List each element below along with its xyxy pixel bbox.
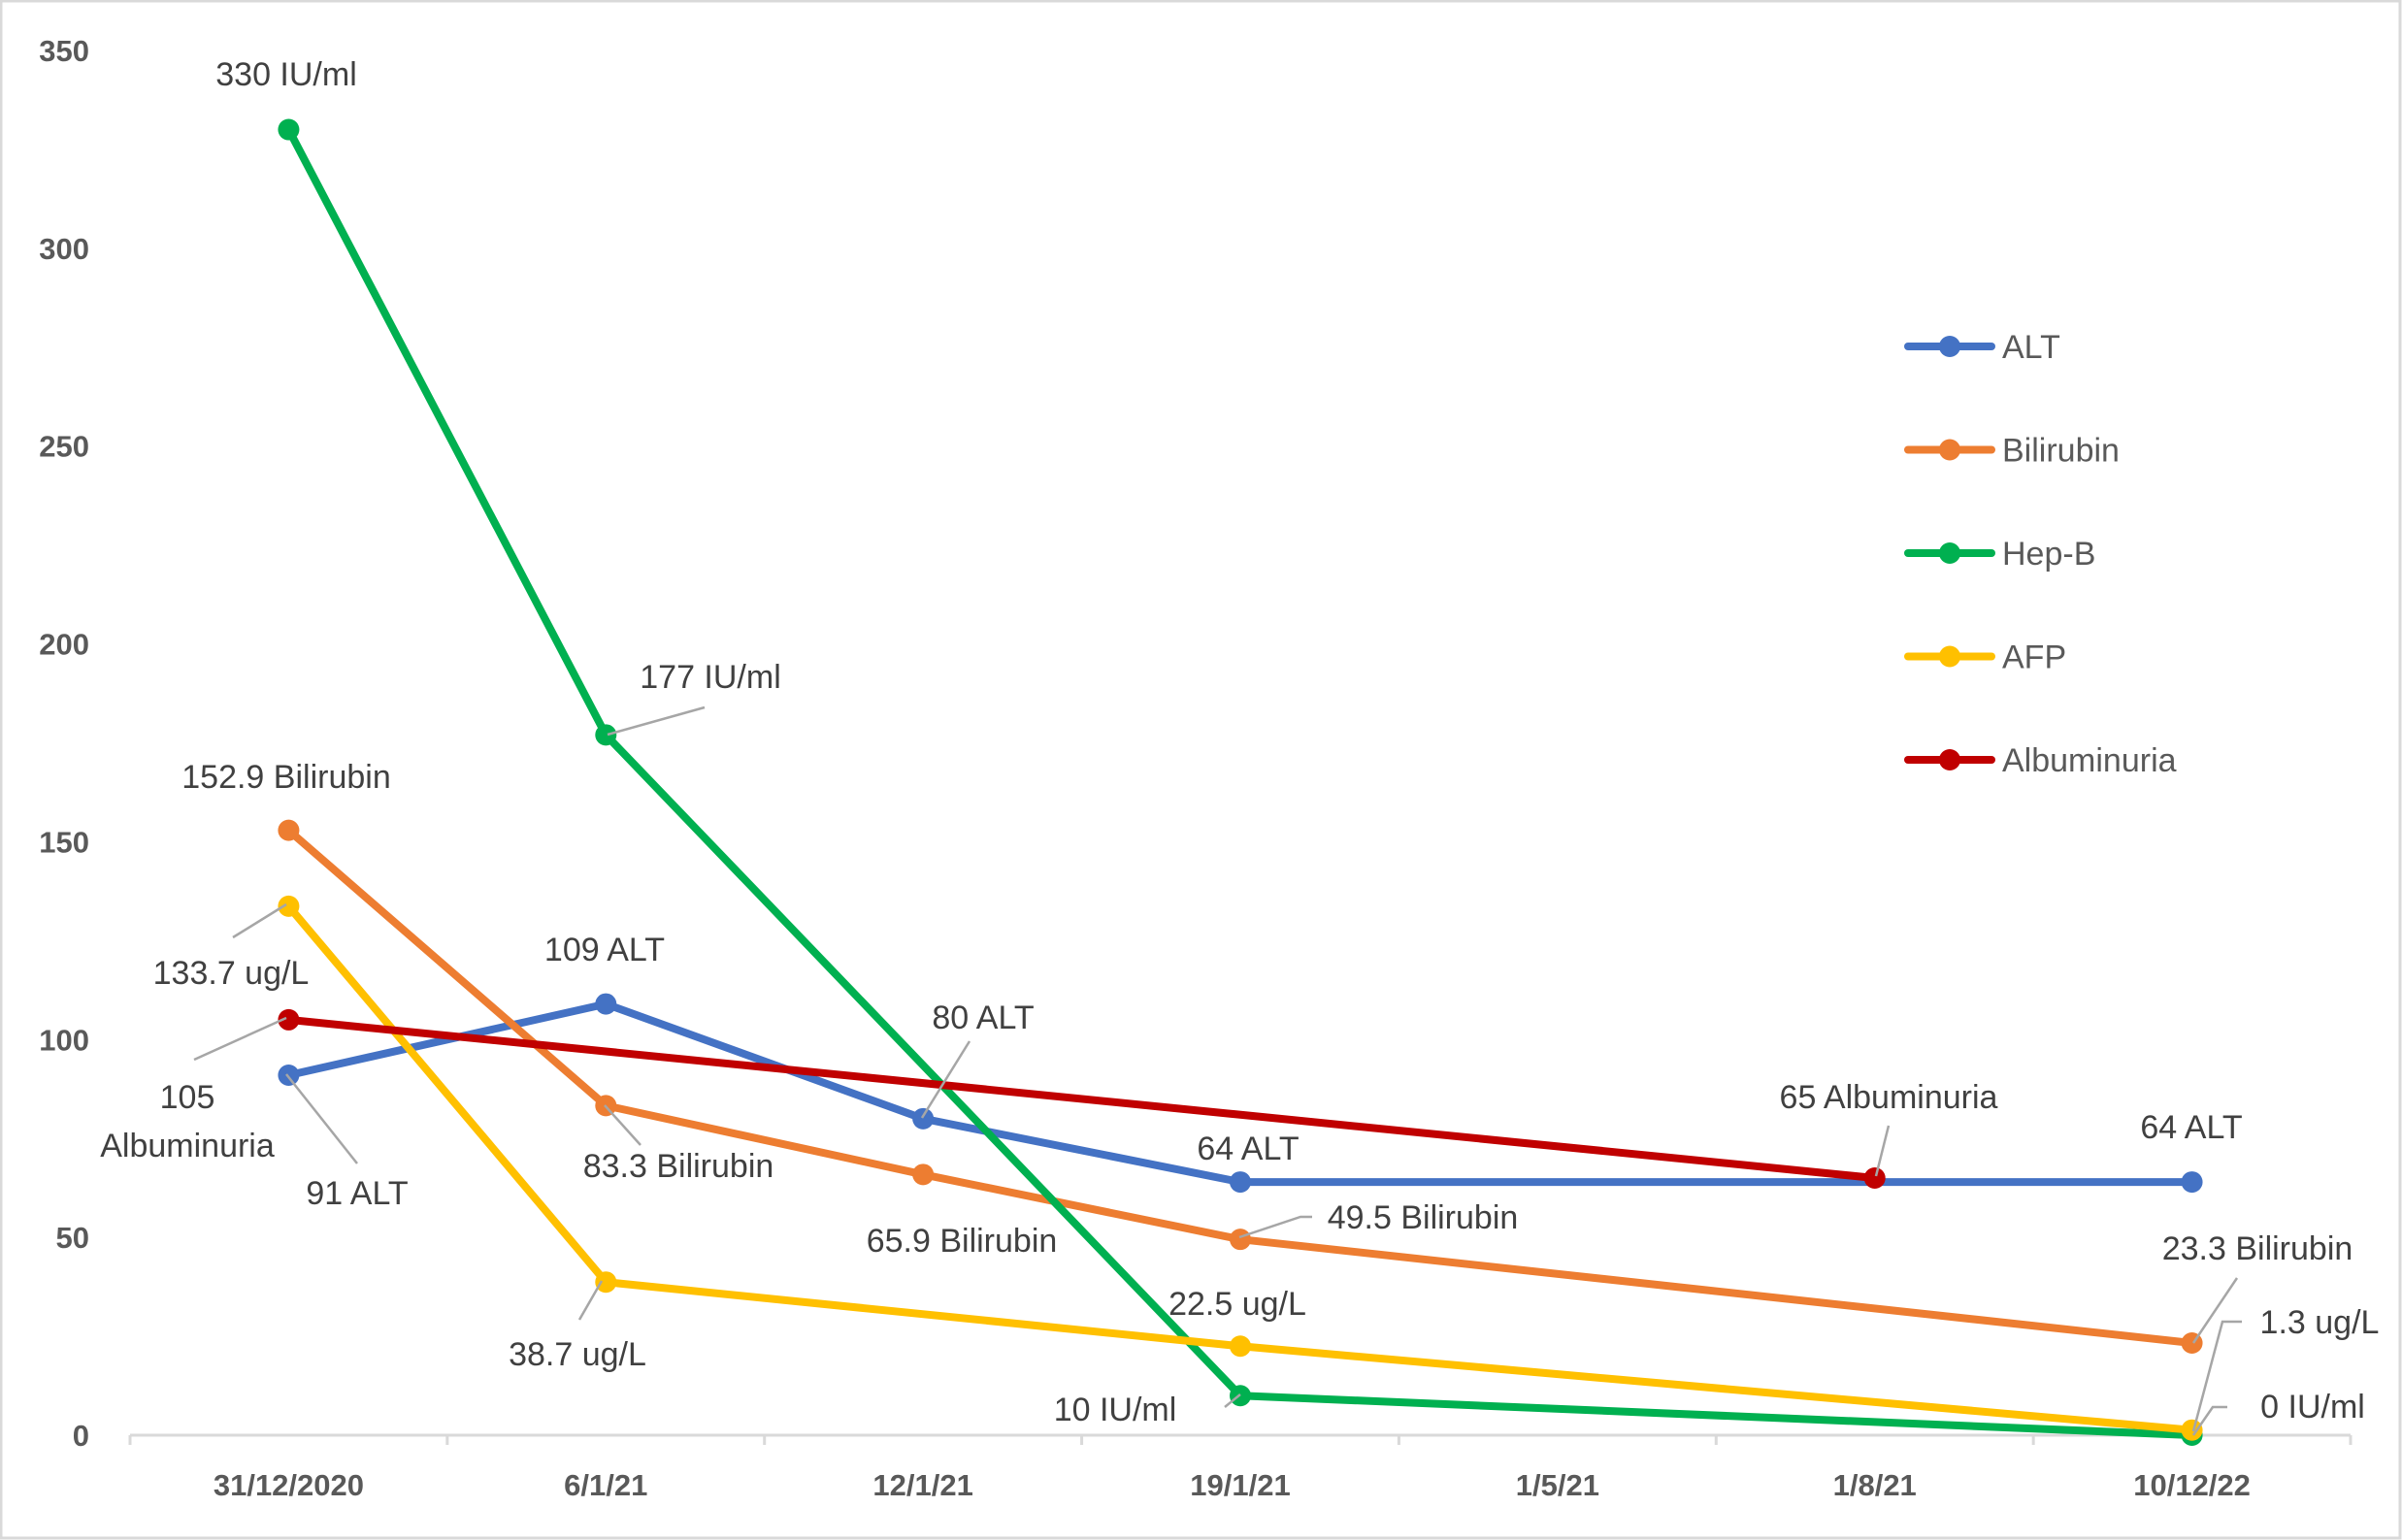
data-point-alt	[1230, 1171, 1251, 1194]
legend-item-afp[interactable]: AFP	[1904, 639, 2066, 676]
leader-line	[1874, 1125, 1891, 1177]
leader-line	[604, 1104, 642, 1146]
x-tick-label: 10/12/22	[2133, 1468, 2251, 1502]
leader-line	[232, 902, 287, 939]
data-point-hep-b	[595, 724, 617, 746]
legend-point-marker	[1939, 439, 1960, 461]
x-tick-label: 6/1/21	[564, 1468, 647, 1502]
data-point-albuminuria	[1863, 1166, 1886, 1189]
legend-item-albuminuria[interactable]: Albuminuria	[1904, 742, 2177, 779]
series-lines	[278, 118, 2203, 1446]
data-label-alt: 64 ALT	[1197, 1130, 1299, 1167]
data-label-alt: 109 ALT	[544, 932, 665, 968]
axes: 31/12/2020 6/1/21 12/1/21 19/1/21 1/5/21 1/8/…	[39, 34, 2353, 1502]
leader-line	[1238, 1215, 1312, 1239]
legend-label: Hep-B	[2002, 536, 2095, 573]
data-label-bilirubin: 65.9 Bilirubin	[867, 1223, 1058, 1260]
legend: ALT Bilirubin Hep-B AFP Albuminuria	[1904, 329, 2177, 779]
data-point-hep-b	[278, 118, 300, 141]
y-tick-label: 200	[39, 628, 89, 662]
data-label-bilirubin: 49.5 Bilirubin	[1328, 1199, 1519, 1236]
data-label-alt: 91 ALT	[306, 1175, 408, 1212]
leader-line	[2191, 1320, 2242, 1432]
data-label-albuminuria: Albuminuria	[100, 1128, 275, 1164]
data-label-afp: 22.5 ug/L	[1168, 1286, 1306, 1323]
data-point-bilirubin	[278, 819, 300, 841]
series-line-albuminuria	[284, 1015, 1879, 1182]
leader-line	[577, 1280, 604, 1321]
y-tick-label: 150	[39, 825, 89, 859]
legend-point-marker	[1939, 336, 1960, 357]
leader-line	[607, 705, 706, 737]
data-label-bilirubin: 23.3 Bilirubin	[2162, 1230, 2353, 1267]
y-tick-label: 250	[39, 430, 89, 464]
data-label-bilirubin: 152.9 Bilirubin	[181, 759, 390, 796]
data-point-albuminuria	[278, 1008, 300, 1031]
data-label-hep-b: 177 IU/ml	[640, 659, 781, 696]
y-tick-label: 350	[39, 34, 89, 68]
data-label-alt: 80 ALT	[932, 999, 1034, 1036]
legend-point-marker	[1939, 542, 1960, 564]
y-tick-label: 50	[56, 1221, 89, 1255]
data-point-afp	[1230, 1335, 1251, 1358]
legend-item-hep-b[interactable]: Hep-B	[1904, 536, 2095, 573]
leader-line	[920, 1040, 971, 1119]
data-point-afp	[2181, 1419, 2203, 1441]
legend-label: Bilirubin	[2002, 433, 2120, 470]
data-label-afp: 1.3 ug/L	[2260, 1304, 2380, 1341]
series-line-hep-b	[284, 125, 2196, 1439]
data-point-alt	[278, 1064, 300, 1086]
series-line-afp	[284, 901, 2196, 1434]
legend-label: ALT	[2002, 329, 2060, 366]
y-tick-label: 100	[39, 1023, 89, 1057]
leader-line	[2191, 1405, 2227, 1436]
data-point-alt	[912, 1107, 935, 1130]
legend-item-alt[interactable]: ALT	[1904, 329, 2060, 366]
data-label-albuminuria: 105	[160, 1079, 215, 1116]
data-point-alt	[2181, 1171, 2203, 1194]
legend-label: Albuminuria	[2002, 742, 2177, 779]
data-label-bilirubin: 83.3 Bilirubin	[583, 1148, 774, 1185]
legend-label: AFP	[2002, 639, 2066, 676]
leader-line	[193, 1016, 287, 1062]
x-tick-label: 12/1/21	[872, 1468, 972, 1502]
y-tick-label: 0	[73, 1419, 89, 1453]
data-point-afp	[278, 895, 300, 917]
x-tick-label: 1/5/21	[1516, 1468, 1599, 1502]
data-label-afp: 38.7 ug/L	[509, 1336, 646, 1373]
x-tick-label: 19/1/21	[1190, 1468, 1290, 1502]
data-label-alt: 64 ALT	[2140, 1109, 2242, 1146]
x-tick-label: 1/8/21	[1833, 1468, 1917, 1502]
leader-line	[285, 1073, 358, 1164]
data-point-bilirubin	[912, 1163, 935, 1186]
legend-item-bilirubin[interactable]: Bilirubin	[1904, 433, 2120, 470]
data-label-hep-b: 330 IU/ml	[215, 56, 357, 93]
legend-point-marker	[1939, 645, 1960, 668]
leader-line	[1224, 1393, 1241, 1408]
data-point-alt	[595, 993, 617, 1015]
leader-lines	[193, 705, 2242, 1436]
data-label-afp: 133.7 ug/L	[153, 955, 310, 992]
y-tick-label: 300	[39, 232, 89, 266]
data-label-hep-b: 0 IU/ml	[2260, 1389, 2365, 1425]
legend-point-marker	[1939, 749, 1960, 770]
leader-line	[2191, 1277, 2239, 1344]
data-point-bilirubin	[1230, 1229, 1251, 1251]
data-label-hep-b: 10 IU/ml	[1054, 1392, 1177, 1428]
data-label-albuminuria: 65 Albuminuria	[1780, 1079, 1998, 1116]
data-point-afp	[595, 1271, 617, 1294]
x-tick-label: 31/12/2020	[214, 1468, 364, 1502]
data-labels: 91 ALT 109 ALT 80 ALT 64 ALT 64 ALT 152.9 Bil…	[100, 56, 2379, 1428]
